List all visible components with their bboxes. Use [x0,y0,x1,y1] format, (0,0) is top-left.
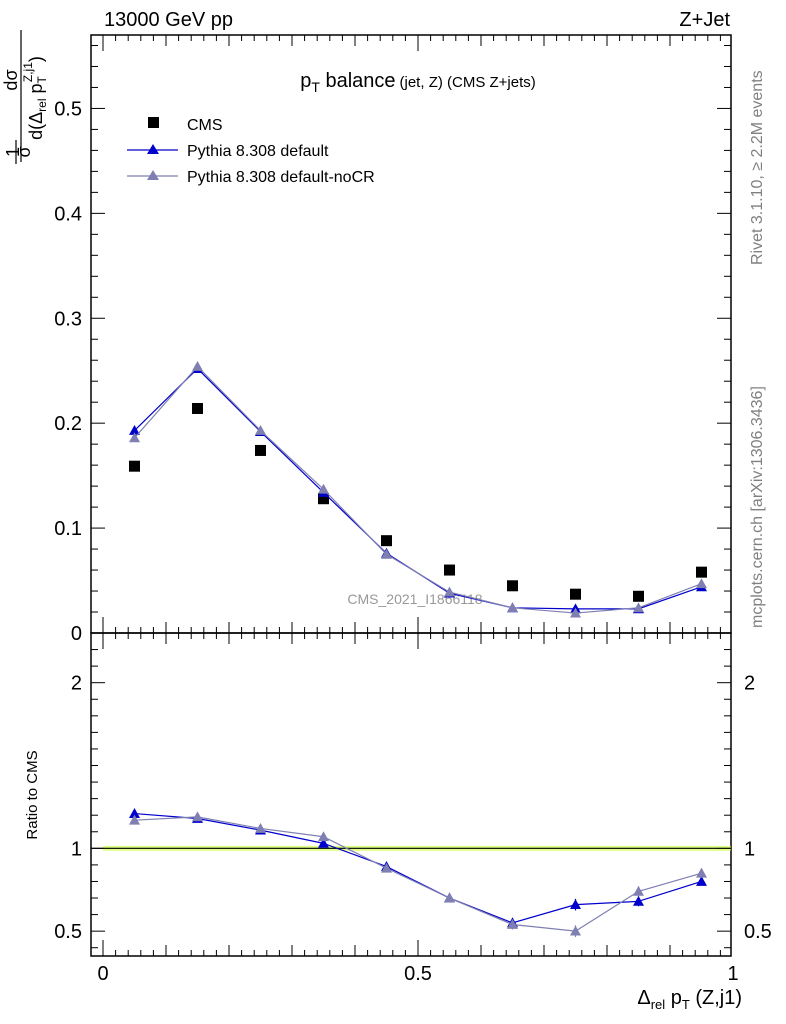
legend-nocr-label: Pythia 8.308 default-noCR [187,169,375,186]
cms-marker [255,444,266,456]
ratio-nocr-marker [507,919,518,929]
nocr-marker [696,578,707,589]
ratio-default-marker [633,895,644,906]
cms-marker [192,402,203,414]
cms-marker [507,580,518,592]
ratio-y-tick-label: 1 [71,838,82,860]
nocr-marker [318,483,329,494]
legend-default-marker [147,144,159,154]
x-tick-label: 0 [97,963,108,985]
nocr-line [134,365,702,614]
default-marker [129,425,140,435]
nocr-marker [129,432,140,443]
watermark: CMS_2021_I1866118 [347,591,482,607]
ratio-nocr-marker [129,814,140,825]
ratio-y-tick-label-right: 0.5 [744,921,772,943]
header-right: Z+Jet [679,9,730,31]
ratio-y-tick-label: 0.5 [54,921,82,943]
main-y-tick-label: 0.2 [54,413,82,435]
legend: CMS Pythia 8.308 default Pythia 8.308 de… [127,117,375,186]
mcplots-label: mcplots.cern.ch [arXiv:1306.3436] [749,386,766,628]
legend-cms-marker [148,117,159,128]
cms-marker [570,588,581,600]
rivet-label: Rivet 3.1.10, ≥ 2.2M events [749,70,766,265]
main-y-tick-label: 0.1 [54,518,82,540]
nocr-marker [507,602,518,613]
svg-text:d(Δrel pTZ,j1): d(Δrel pTZ,j1) [21,56,49,140]
cms-marker [696,566,707,578]
main-y-tick-label: 0.5 [54,98,82,120]
svg-text:dσ: dσ [1,69,21,90]
nocr-marker [444,586,455,597]
ratio-default-marker [318,837,329,848]
nocr-marker [633,602,644,613]
ratio-y-tick-label-right: 1 [744,838,755,860]
ratio-nocr-marker [381,862,392,873]
ratio-nocr-marker [633,885,644,896]
legend-default-label: Pythia 8.308 default [187,143,329,160]
ratio-default-line [134,812,702,924]
nocr-marker [570,607,581,618]
ratio-frame [90,632,732,957]
ratio-ylabel: Ratio to CMS [24,750,41,839]
main-ylabel: 1 σ dσ d(Δrel pTZ,j1) [1,30,49,164]
ratio-default-marker [696,875,707,886]
nocr-marker [192,361,203,371]
ratio-nocr-marker [192,811,203,822]
x-axis-label: Δrel pT (Z,j1) [637,987,742,1012]
svg-text:1: 1 [3,147,23,157]
ratio-nocr-marker [696,867,707,878]
ratio-nocr-marker [255,822,266,833]
ratio-nocr-marker [570,925,581,936]
ratio-nocr-marker [444,892,455,903]
main-y-tick-label: 0 [71,623,82,645]
legend-nocr-marker [147,170,159,180]
cms-marker [318,493,329,505]
ratio-y-tick-label-right: 2 [744,673,755,695]
x-tick-label: 1 [727,963,738,985]
x-tick-label: 0.5 [404,963,432,985]
cms-marker [633,590,644,602]
ratio-y-tick-label: 2 [71,673,82,695]
legend-cms-label: CMS [187,117,223,134]
ratio-nocr-marker [318,831,329,842]
cms-marker [444,564,455,576]
ratio-default-marker [129,808,140,818]
ratio-nocr-line [134,816,702,932]
svg-text:σ: σ [14,146,34,157]
main-y-tick-label: 0.4 [54,203,82,225]
main-y-tick-label: 0.3 [54,308,82,330]
nocr-marker [381,548,392,559]
header-left: 13000 GeV pp [104,9,233,31]
nocr-marker [255,425,266,435]
plot-title: pT balance (jet, Z) (CMS Z+jets) [300,70,536,95]
cms-marker [129,460,140,472]
ratio-default-marker [570,899,581,910]
cms-marker [381,535,392,547]
